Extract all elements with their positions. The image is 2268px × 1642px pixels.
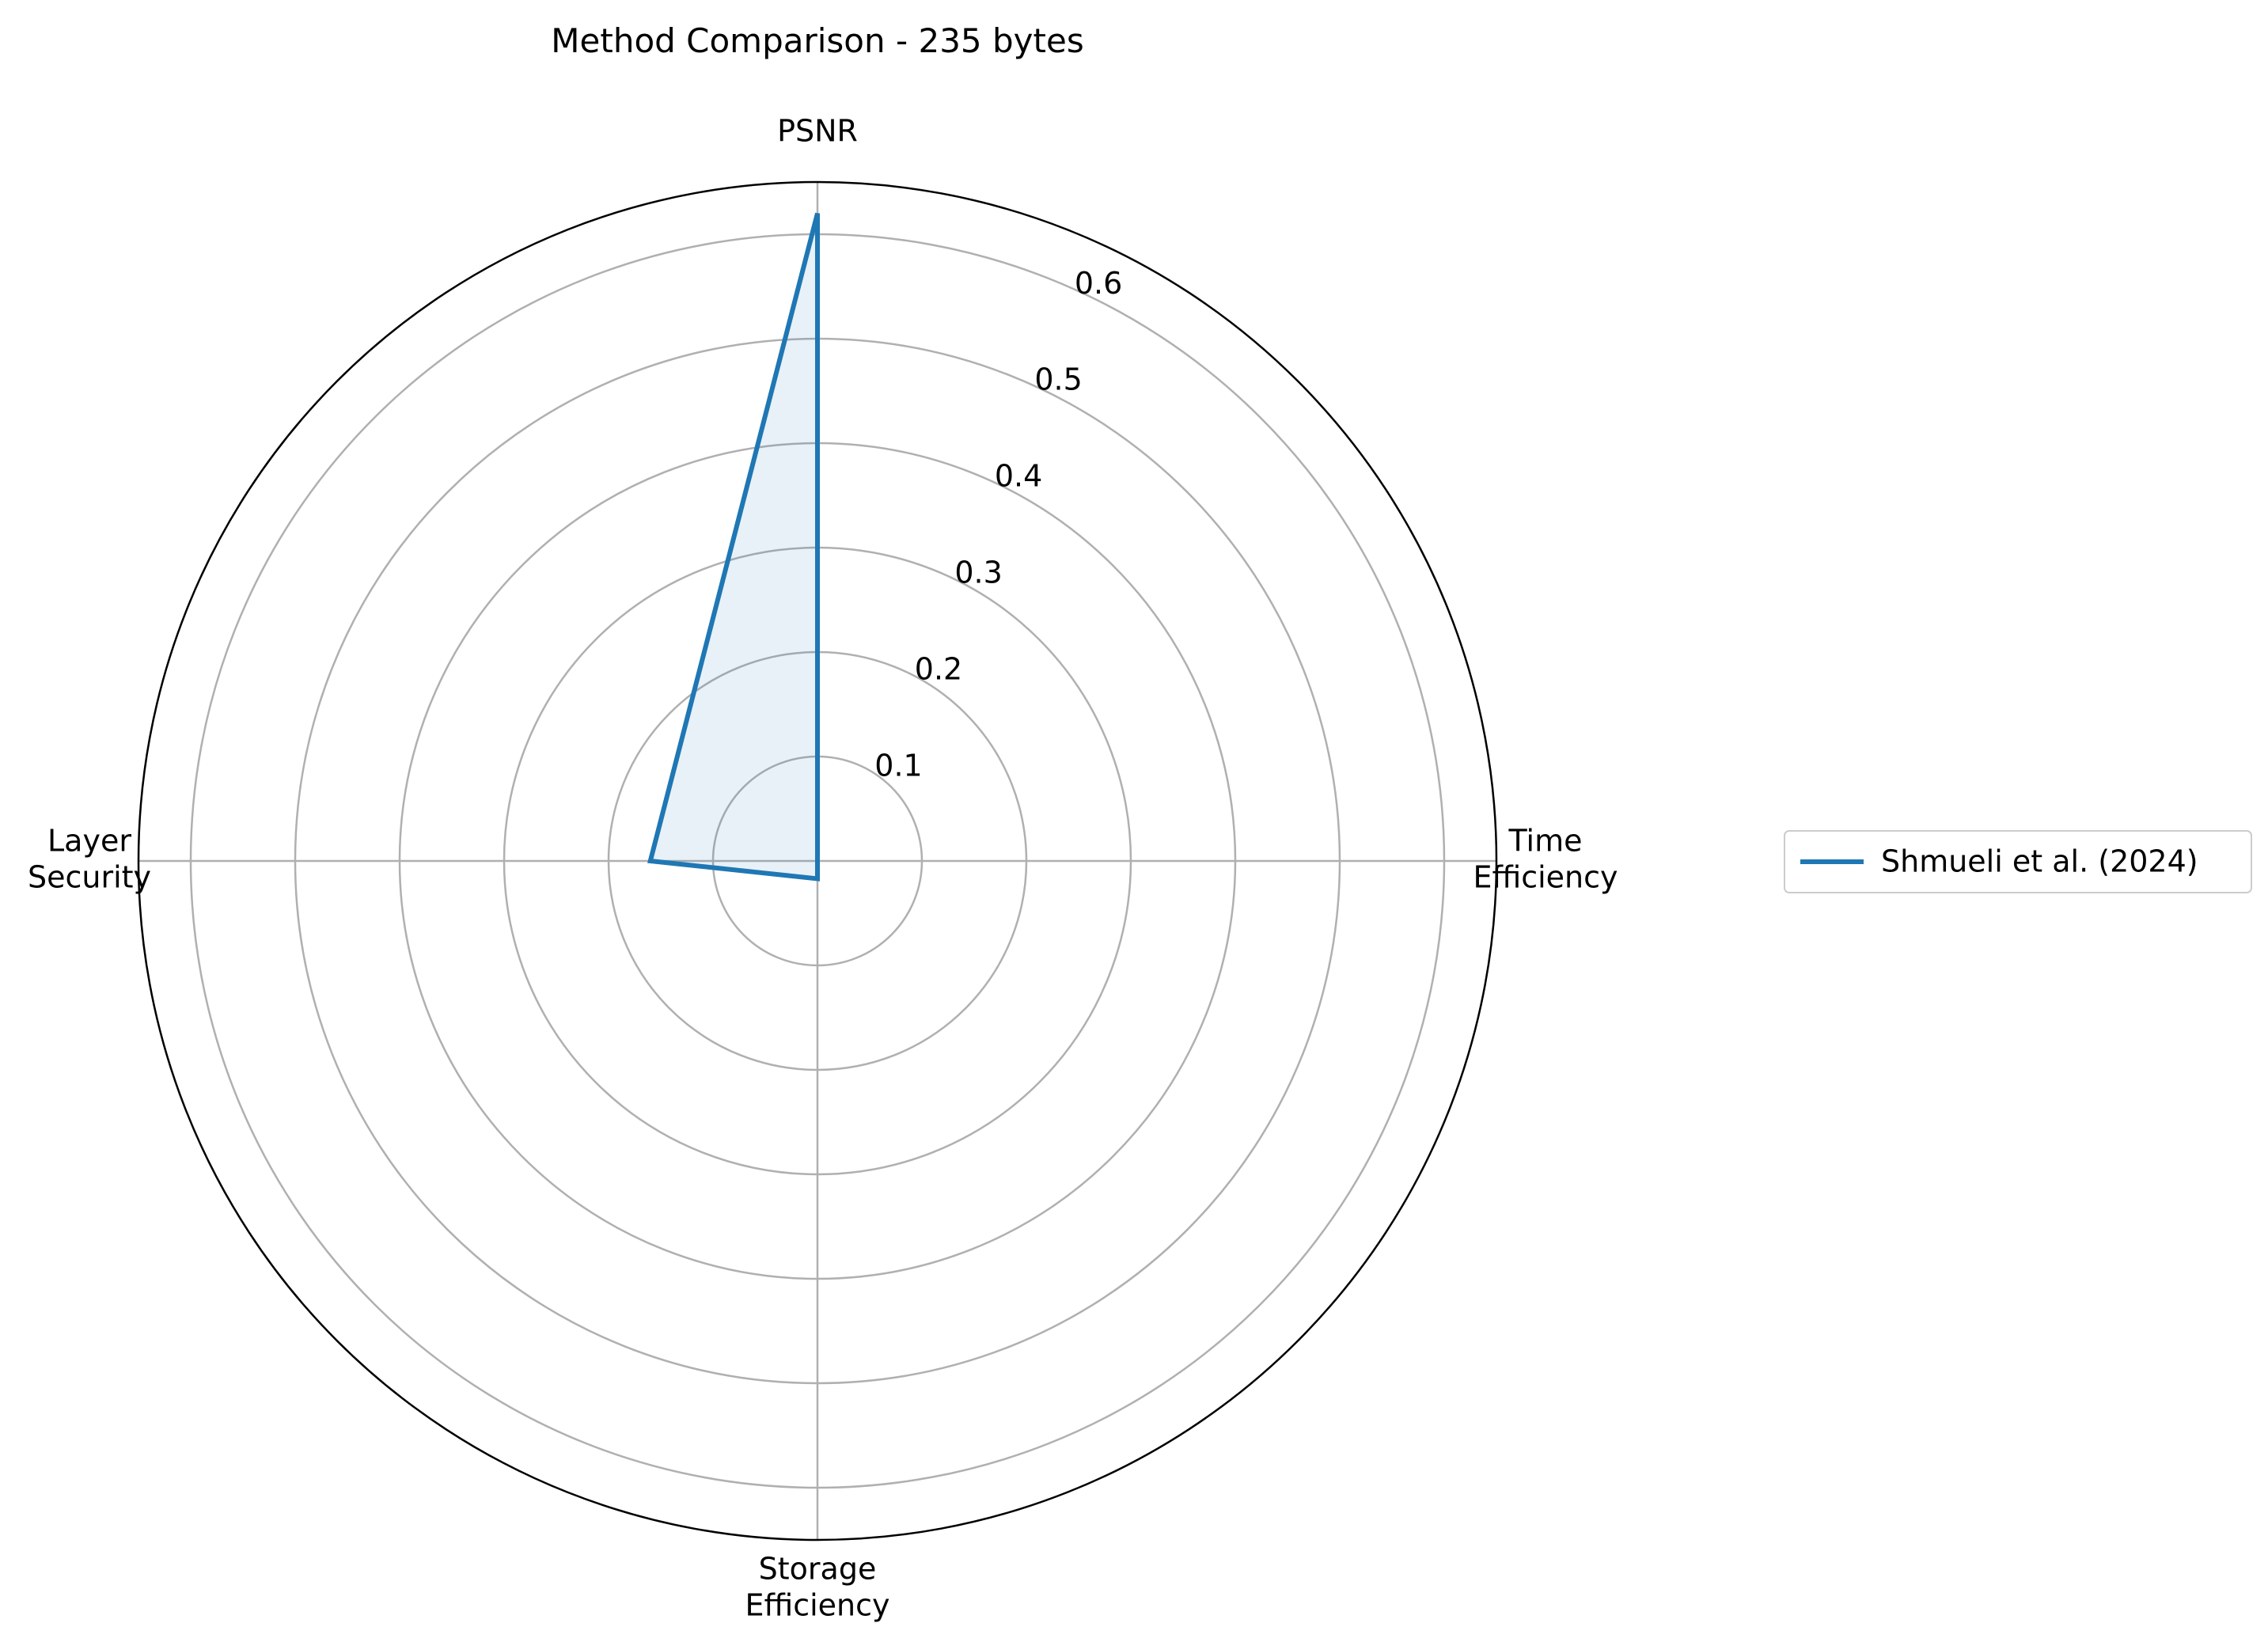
axis-label-line: Security [28,860,151,895]
axis-label-line: Efficiency [1473,860,1618,895]
legend-label: Shmueli et al. (2024) [1881,844,2198,879]
r-tick-label: 0.2 [915,652,962,687]
axis-label-2: Time Efficiency [1473,824,1618,895]
legend: Shmueli et al. (2024) [1784,830,2252,893]
axis-label-3: Storage Efficiency [745,1552,889,1623]
chart-title: Method Comparison - 235 bytes [551,21,1083,60]
axis-label-1: PSNR [777,114,858,149]
axis-label-line: Layer [47,824,131,859]
axis-label-4: Layer Security [28,824,151,895]
legend-box [1784,830,2252,893]
axis-label-line: Storage [759,1552,877,1587]
axis-label-line: PSNR [777,114,858,149]
r-tick-label: 0.4 [995,459,1042,494]
r-tick-label: 0.1 [874,749,922,783]
series-layer [647,212,820,882]
r-tick-label: 0.5 [1034,362,1082,397]
polar-frame [137,180,1498,1542]
radial-tick-labels: 0.1 0.2 0.3 0.4 0.5 0.6 [874,266,1122,783]
r-tick-label: 0.6 [1075,266,1122,301]
axis-label-line: Efficiency [745,1588,889,1623]
axis-label-line: Time [1508,824,1583,859]
r-tick-label: 0.3 [954,556,1002,590]
